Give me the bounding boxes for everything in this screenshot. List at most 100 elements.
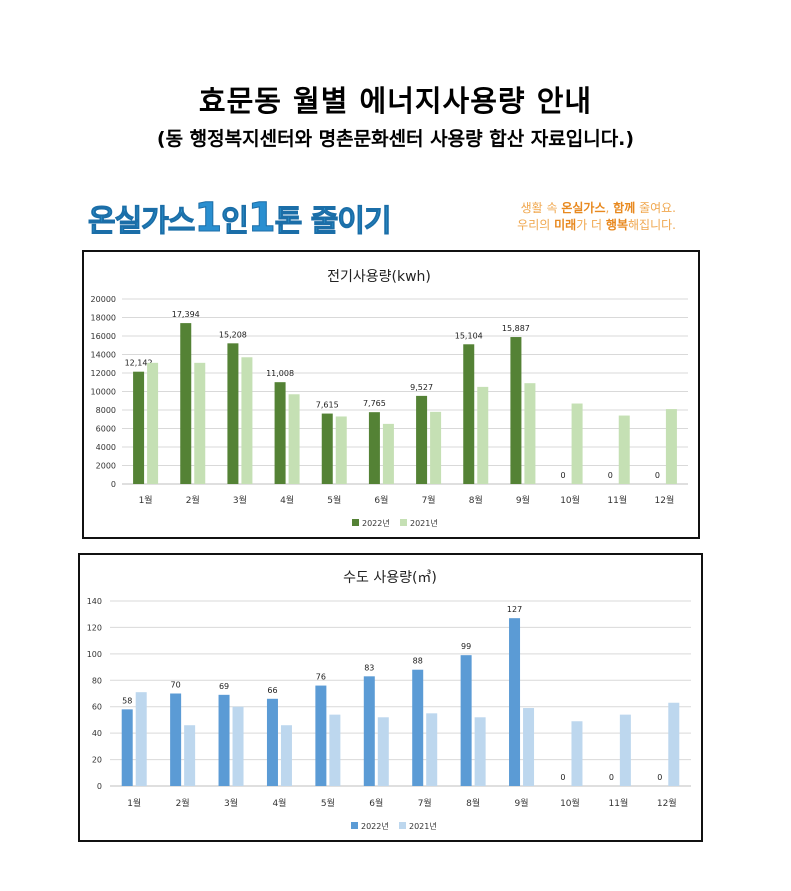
bar-2021년 xyxy=(241,357,253,484)
y-tick-label: 14000 xyxy=(91,351,116,360)
x-tick-label: 9월 xyxy=(515,797,529,809)
slogan-text: 행복 xyxy=(605,218,629,232)
bar-2022년 xyxy=(509,618,521,786)
y-tick-label: 0 xyxy=(97,782,102,791)
bar-2022년 xyxy=(274,382,286,484)
y-tick-label: 40 xyxy=(92,729,102,738)
data-label: 15,887 xyxy=(502,324,530,333)
bar-2022년 xyxy=(412,669,424,786)
y-tick-label: 100 xyxy=(87,650,102,659)
bar-2022년 xyxy=(510,337,522,484)
data-label: 0 xyxy=(609,773,614,782)
data-label: 15,104 xyxy=(455,331,483,340)
bar-2021년 xyxy=(288,394,300,484)
slogan-line-1: 생활 속 온실가스, 함께 줄여요. xyxy=(500,200,676,217)
bar-2021년 xyxy=(280,725,292,786)
x-tick-label: 12월 xyxy=(657,797,677,809)
x-tick-label: 11월 xyxy=(609,797,629,809)
bar-2021년 xyxy=(523,708,535,786)
x-tick-label: 11월 xyxy=(607,494,627,506)
legend-swatch xyxy=(352,519,359,526)
bar-2022년 xyxy=(321,413,333,484)
bar-2021년 xyxy=(329,714,341,786)
slogan-text: 함께 xyxy=(613,201,636,215)
data-label: 127 xyxy=(507,605,522,614)
bar-2021년 xyxy=(668,702,680,786)
slogan: 생활 속 온실가스, 함께 줄여요. 우리의 미래가 더 행복해집니다. xyxy=(500,200,676,234)
data-label: 0 xyxy=(561,471,566,480)
water-chart-panel: 수도 사용량(㎥) 0 20 40 60 80 100 120 140 58 1월 70 2월 69 3월 6… xyxy=(78,553,703,842)
x-tick-label: 8월 xyxy=(469,494,483,506)
x-tick-label: 12월 xyxy=(655,494,675,506)
bar-2022년 xyxy=(363,676,375,786)
data-label: 0 xyxy=(608,471,613,480)
bar-2021년 xyxy=(474,717,486,786)
data-label: 69 xyxy=(219,682,229,691)
bar-2022년 xyxy=(170,693,182,786)
bar-2021년 xyxy=(377,717,389,786)
data-label: 12,142 xyxy=(125,359,153,368)
y-tick-label: 20 xyxy=(92,756,102,765)
electricity-chart-panel: 전기사용량(kwh) 0 2000 4000 6000 8000 10000 12000 140… xyxy=(82,250,700,539)
data-label: 66 xyxy=(267,686,277,695)
x-tick-label: 3월 xyxy=(224,797,238,809)
slogan-text: 가 더 xyxy=(576,218,606,232)
bar-2021년 xyxy=(571,721,583,786)
chart-title: 전기사용량(kwh) xyxy=(327,269,431,285)
data-label: 7,615 xyxy=(316,401,339,410)
legend-label: 2021년 xyxy=(410,518,438,528)
slogan-text: 미래 xyxy=(554,218,577,232)
y-tick-label: 120 xyxy=(87,623,102,632)
x-tick-label: 6월 xyxy=(369,797,383,809)
logo-text-b: 인 xyxy=(221,204,250,240)
bar-2021년 xyxy=(430,411,442,484)
bar-2022년 xyxy=(315,685,327,786)
slogan-text: 온실가스 xyxy=(561,201,606,215)
x-tick-label: 6월 xyxy=(374,494,388,506)
bar-2022년 xyxy=(133,371,145,484)
logo-num-1: 1 xyxy=(194,195,223,242)
data-label: 99 xyxy=(461,642,471,651)
x-tick-label: 7월 xyxy=(418,797,432,809)
x-tick-label: 1월 xyxy=(127,797,141,809)
legend-swatch xyxy=(351,822,358,829)
data-label: 0 xyxy=(560,773,565,782)
x-tick-label: 3월 xyxy=(233,494,247,506)
data-label: 58 xyxy=(122,696,132,705)
bar-2021년 xyxy=(184,725,196,786)
bar-2021년 xyxy=(194,362,206,484)
y-tick-label: 18000 xyxy=(91,314,116,323)
bar-2021년 xyxy=(571,403,583,484)
data-label: 11,008 xyxy=(266,369,294,378)
x-tick-label: 4월 xyxy=(272,797,286,809)
legend-label: 2022년 xyxy=(361,821,389,831)
bar-2022년 xyxy=(463,344,475,484)
bar-2021년 xyxy=(382,423,394,484)
slogan-text: 줄여요. xyxy=(635,201,676,215)
y-tick-label: 20000 xyxy=(91,295,116,304)
data-label: 7,765 xyxy=(363,399,386,408)
x-tick-label: 10월 xyxy=(560,797,580,809)
data-label: 83 xyxy=(364,663,374,672)
slogan-text: 우리의 xyxy=(517,218,555,232)
bar-2022년 xyxy=(416,395,428,484)
data-label: 15,208 xyxy=(219,330,247,339)
campaign-logo: 온실가스1인1톤 줄이기 xyxy=(87,195,392,242)
data-label: 70 xyxy=(171,681,181,690)
x-tick-label: 5월 xyxy=(327,494,341,506)
y-tick-label: 16000 xyxy=(91,332,116,341)
data-label: 17,394 xyxy=(172,310,200,319)
electricity-chart: 전기사용량(kwh) 0 2000 4000 6000 8000 10000 12000 140… xyxy=(91,269,688,528)
bar-2022년 xyxy=(368,412,380,484)
y-tick-label: 0 xyxy=(111,480,116,489)
bar-2021년 xyxy=(618,415,630,484)
page-title: 효문동 월별 에너지사용량 안내 xyxy=(198,84,593,118)
data-label: 0 xyxy=(657,773,662,782)
x-tick-label: 9월 xyxy=(516,494,530,506)
chart-title: 수도 사용량(㎥) xyxy=(343,570,437,586)
bar-2021년 xyxy=(232,706,244,786)
bar-2021년 xyxy=(665,409,677,484)
x-tick-label: 2월 xyxy=(186,494,200,506)
y-tick-label: 12000 xyxy=(91,369,116,378)
x-tick-label: 10월 xyxy=(560,494,580,506)
